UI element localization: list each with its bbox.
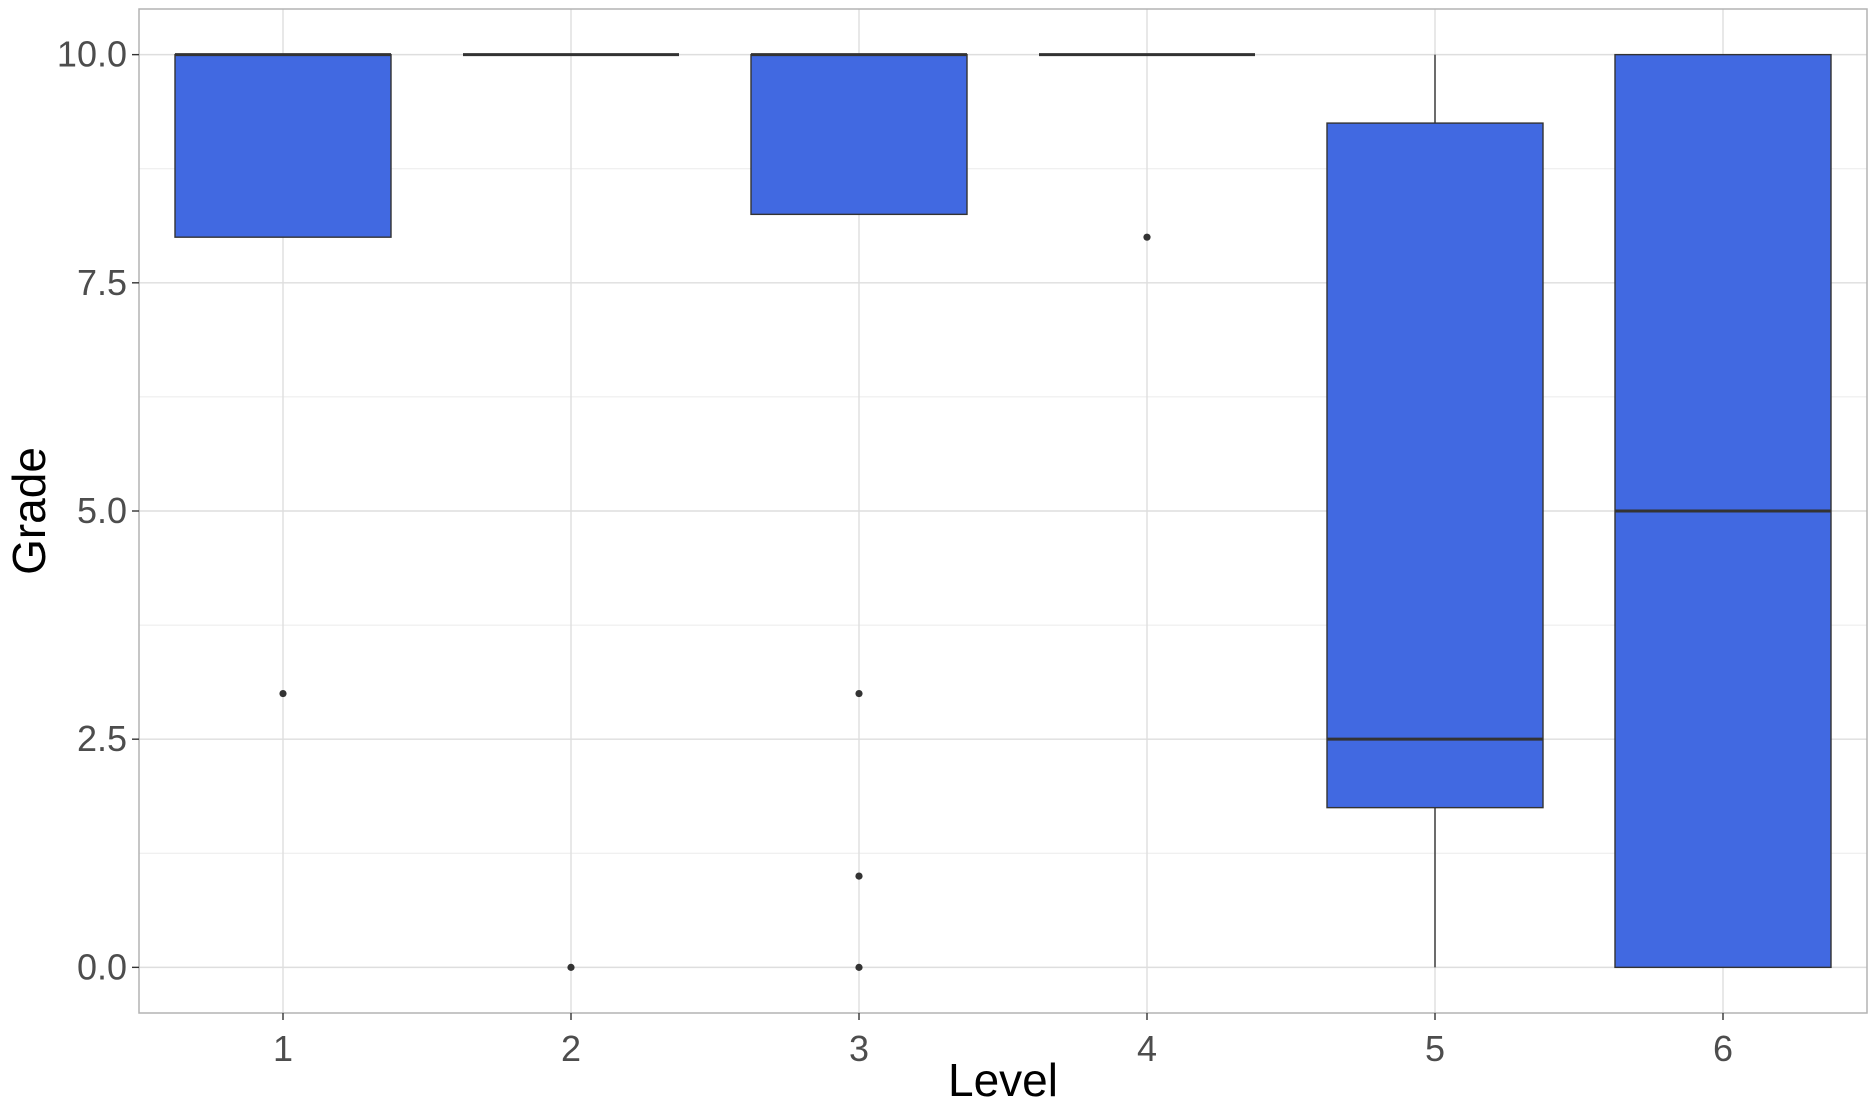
outlier-point — [567, 963, 575, 971]
x-axis-ticks: 1 2 3 4 5 6 — [273, 1013, 1733, 1069]
y-tick-label: 7.5 — [77, 262, 127, 303]
box-level-3 — [750, 53, 968, 216]
box-level-5 — [1326, 54, 1544, 968]
x-axis-title: Level — [948, 1054, 1058, 1106]
boxes — [174, 53, 1832, 969]
x-tick-label: 2 — [561, 1028, 581, 1069]
outlier-point — [855, 689, 863, 698]
box-iqr — [750, 53, 968, 216]
x-tick-label: 1 — [273, 1028, 293, 1069]
outlier-point — [855, 872, 863, 880]
x-tick-label: 4 — [1137, 1028, 1157, 1069]
y-tick-label: 0.0 — [77, 946, 127, 987]
box-iqr — [174, 53, 392, 238]
outlier-point — [279, 689, 287, 698]
x-tick-label: 6 — [1713, 1028, 1733, 1069]
y-axis-title: Grade — [3, 447, 55, 575]
x-tick-label: 3 — [849, 1028, 869, 1069]
y-tick-label: 2.5 — [77, 718, 127, 759]
y-axis-ticks: 0.0 2.5 5.0 7.5 10.0 — [57, 34, 139, 987]
y-tick-label: 10.0 — [57, 34, 127, 75]
outlier-points — [279, 233, 1151, 971]
box-iqr — [1326, 122, 1544, 809]
y-tick-label: 5.0 — [77, 490, 127, 531]
box-level-1 — [174, 53, 392, 238]
x-tick-label: 5 — [1425, 1028, 1445, 1069]
outlier-point — [855, 963, 863, 971]
outlier-point — [1143, 233, 1151, 241]
box-level-6 — [1614, 53, 1832, 969]
